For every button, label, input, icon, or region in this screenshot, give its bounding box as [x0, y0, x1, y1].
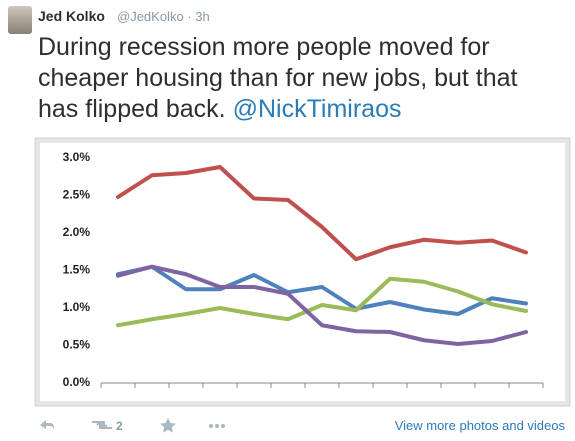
- retweet-icon[interactable]: [92, 420, 112, 430]
- handle-time[interactable]: @JedKolko · 3h: [117, 9, 210, 24]
- favorite-icon[interactable]: [160, 418, 176, 433]
- more-icon[interactable]: [215, 424, 219, 428]
- reply-icon[interactable]: [40, 420, 54, 430]
- text-line: has flipped back.: [38, 95, 226, 123]
- action-bar: 2 View more photos and videos: [0, 410, 575, 440]
- y-tick-label: 1.0%: [63, 300, 91, 314]
- line-series: [116, 264, 528, 346]
- avatar[interactable]: [8, 6, 32, 34]
- text-line: has flipped back. @NickTimiraos: [38, 94, 518, 125]
- more-icon[interactable]: [221, 424, 225, 428]
- y-tick-label: 0.0%: [63, 375, 91, 389]
- author-name[interactable]: Jed Kolko: [38, 8, 105, 24]
- line-series: [116, 165, 528, 262]
- action-icons: [40, 418, 225, 433]
- line-series: [116, 276, 528, 328]
- chart-area: [40, 143, 565, 401]
- y-tick-label: 2.0%: [63, 225, 91, 239]
- view-more-link[interactable]: View more photos and videos: [394, 418, 565, 433]
- more-icon[interactable]: [209, 424, 213, 428]
- retweet-count: 2: [116, 419, 123, 433]
- tweet-text: During recession more people moved for c…: [38, 32, 518, 125]
- text-line: During recession more people moved for: [38, 33, 490, 61]
- text-line: cheaper housing than for new jobs, but t…: [38, 64, 518, 92]
- y-tick-label: 2.5%: [63, 188, 91, 202]
- y-tick-label: 1.5%: [63, 263, 91, 277]
- y-tick-label: 0.5%: [63, 338, 91, 352]
- line-series: [116, 264, 528, 316]
- y-tick-label: 3.0%: [63, 150, 91, 164]
- mention[interactable]: @NickTimiraos: [232, 95, 402, 123]
